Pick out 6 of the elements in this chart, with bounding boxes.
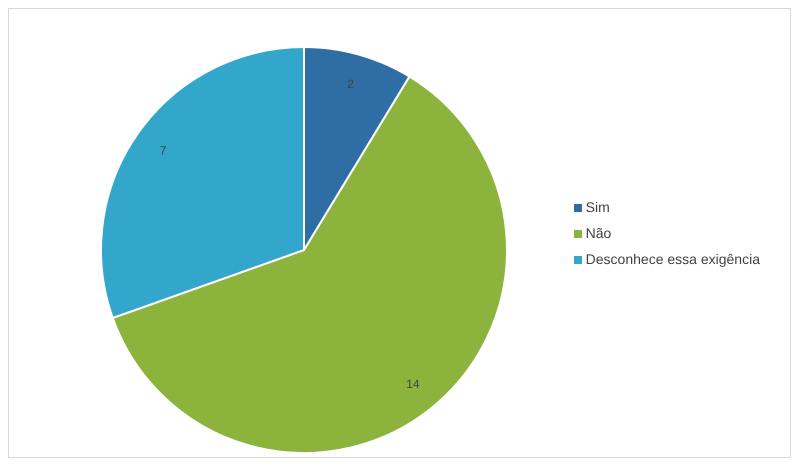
legend-label: Não <box>586 225 612 241</box>
data-label: 2 <box>347 76 354 91</box>
legend-label: Sim <box>586 199 610 215</box>
legend-label: Desconhece essa exigência <box>586 251 760 267</box>
data-label: 7 <box>160 143 167 158</box>
data-label: 14 <box>406 376 420 391</box>
